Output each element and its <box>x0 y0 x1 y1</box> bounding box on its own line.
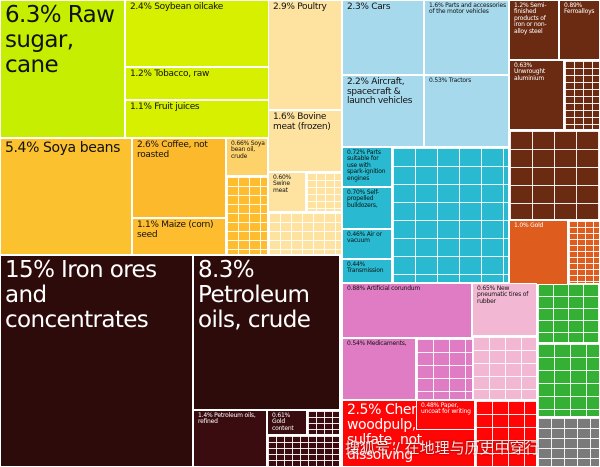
treemap-tile: 2.3% Cars <box>342 0 424 75</box>
tile-grid <box>269 213 341 254</box>
tile-label: 0.54% Medicaments, <box>347 340 407 347</box>
tile-grid <box>473 337 536 399</box>
tile-grid <box>393 148 508 282</box>
tile-label: 2.6% Coffee, not roasted <box>137 140 208 160</box>
treemap-small-tile <box>392 147 509 283</box>
treemap-tile: 0.89% Ferroalloys <box>559 0 600 60</box>
tile-label: 2.4% Soybean oilcake <box>130 2 224 12</box>
treemap-tile: 1.2% Semi-finished products of iron or n… <box>509 0 559 60</box>
treemap-tile: 0.54% Medicaments, <box>342 338 416 400</box>
tile-grid <box>538 418 599 466</box>
tile-label: 1.0% Gold <box>514 222 544 229</box>
watermark-text: 搜狐号 / 在地理与历史中穿行 <box>345 439 540 457</box>
tile-label: 0.89% Ferroalloys <box>564 2 595 16</box>
treemap-small-tile <box>568 220 600 285</box>
treemap-tile: 0.53% Tractors <box>424 75 509 147</box>
tile-label: 0.46% Air or vacuum <box>347 231 382 245</box>
treemap-small-tile <box>307 410 340 435</box>
tile-label: 0.88% Artificial corundum <box>347 285 421 292</box>
treemap-tile: 0.48% Paper, uncoat for writing <box>416 400 475 430</box>
tile-label: 1.2% Tobacco, raw <box>130 69 210 79</box>
treemap-tile: 0.46% Air or vacuum <box>342 229 392 259</box>
tile-label: 2.3% Cars <box>347 2 391 12</box>
treemap-tile: 0.66% Soya bean oil, crude <box>226 138 268 176</box>
tile-label: 0.70% Self-propelled bulldozers, <box>347 189 379 209</box>
treemap-tile: 0.70% Self-propelled bulldozers, <box>342 187 392 229</box>
tile-label: 1.1% Fruit juices <box>130 102 200 112</box>
treemap-tile: 0.60% Swine meat <box>268 172 306 212</box>
tile-label: 8.3% Petroleum oils, crude <box>198 257 311 333</box>
tile-label: 0.63% Unwrought aluminium <box>514 62 546 82</box>
tile-grid <box>565 61 599 129</box>
tile-label: 1.2% Semi-finished products of iron or n… <box>514 2 547 35</box>
tile-label: 1.6% Bovine meat (frozen) <box>273 112 331 132</box>
treemap-tile: 0.63% Unwrought aluminium <box>509 60 564 130</box>
tile-label: 2.2% Aircraft, spacecraft & launch vehic… <box>347 77 413 107</box>
treemap-tile: 1.1% Fruit juices <box>125 100 270 138</box>
treemap-small-tile <box>267 435 340 467</box>
treemap-tile: 0.65% New pneumatic tires of rubber <box>472 283 537 336</box>
tile-grid <box>538 344 599 416</box>
treemap-tile: 2.6% Coffee, not roasted <box>132 138 226 218</box>
tile-grid <box>569 221 599 284</box>
treemap-tile: 0.72% Parts suitable for use with spark-… <box>342 147 392 187</box>
treemap-tile: 2.4% Soybean oilcake <box>125 0 270 67</box>
tile-grid <box>308 411 339 434</box>
treemap-small-tile <box>537 417 600 467</box>
treemap-tile: 1.4% Petroleum oils, refined <box>193 410 267 467</box>
treemap-small-tile <box>537 343 600 417</box>
tile-label: 2.9% Poultry <box>273 2 327 12</box>
treemap-tile: 15% Iron ores and concentrates <box>0 255 193 467</box>
tile-label: 0.60% Swine meat <box>273 174 292 194</box>
tile-grid <box>268 436 339 466</box>
tile-grid <box>307 173 341 211</box>
tile-label: 0.65% New pneumatic tires of rubber <box>477 285 529 305</box>
treemap-tile: 5.4% Soya beans <box>0 138 132 255</box>
treemap-tile: 8.3% Petroleum oils, crude <box>193 255 340 410</box>
tile-label: 0.61% Gold content <box>272 412 294 432</box>
tile-label: 6.3% Raw sugar, cane <box>5 2 115 78</box>
treemap-tile: 2.9% Poultry <box>268 0 342 110</box>
treemap-tile: 0.88% Artificial corundum <box>342 283 472 338</box>
treemap-tile: 0.61% Gold content <box>267 410 307 435</box>
tile-grid <box>227 177 267 254</box>
tile-label: 0.48% Paper, uncoat for writing <box>421 402 471 416</box>
tile-label: 0.44% Transmission <box>347 261 384 275</box>
tile-label: 15% Iron ores and concentrates <box>5 257 157 333</box>
tile-grid <box>510 131 599 219</box>
treemap-small-tile <box>472 336 537 400</box>
treemap-tile: 2.2% Aircraft, spacecraft & launch vehic… <box>342 75 424 147</box>
treemap-small-tile <box>509 130 600 220</box>
tile-label: 0.72% Parts suitable for use with spark-… <box>347 149 386 182</box>
treemap-tile: 1.1% Maize (corn) seed <box>132 218 226 255</box>
treemap-small-tile <box>537 283 600 343</box>
tile-grid <box>476 401 536 466</box>
treemap-small-tile <box>268 212 342 255</box>
treemap-tile: 1.2% Tobacco, raw <box>125 67 270 100</box>
treemap-tile: 0.44% Transmission <box>342 259 392 283</box>
treemap-small-tile <box>306 172 342 212</box>
tile-grid <box>538 284 599 342</box>
treemap-tile: 1.6% Parts and accessories of the motor … <box>424 0 509 75</box>
treemap-small-tile <box>564 60 600 130</box>
tile-label: 1.4% Petroleum oils, refined <box>198 412 256 426</box>
tile-label: 1.6% Parts and accessories of the motor … <box>429 2 506 16</box>
treemap-tile: 6.3% Raw sugar, cane <box>0 0 125 138</box>
tile-label: 1.1% Maize (corn) seed <box>137 220 214 240</box>
treemap-small-tile <box>226 176 268 255</box>
treemap-tile: 1.6% Bovine meat (frozen) <box>268 110 342 172</box>
tile-label: 0.66% Soya bean oil, crude <box>231 140 265 160</box>
treemap-tile: 1.0% Gold <box>509 220 568 285</box>
tile-label: 0.53% Tractors <box>429 77 472 84</box>
tile-label: 5.4% Soya beans <box>5 140 121 156</box>
